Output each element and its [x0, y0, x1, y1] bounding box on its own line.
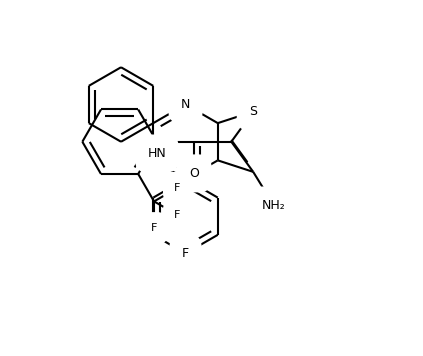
Text: NH₂: NH₂ — [262, 199, 286, 212]
Text: F: F — [151, 223, 157, 233]
Text: F: F — [174, 210, 181, 220]
Text: F: F — [182, 247, 189, 260]
Text: HN: HN — [148, 147, 166, 160]
Text: F: F — [174, 183, 181, 193]
Text: S: S — [249, 105, 257, 118]
Text: N: N — [181, 98, 190, 111]
Text: O: O — [189, 167, 199, 180]
